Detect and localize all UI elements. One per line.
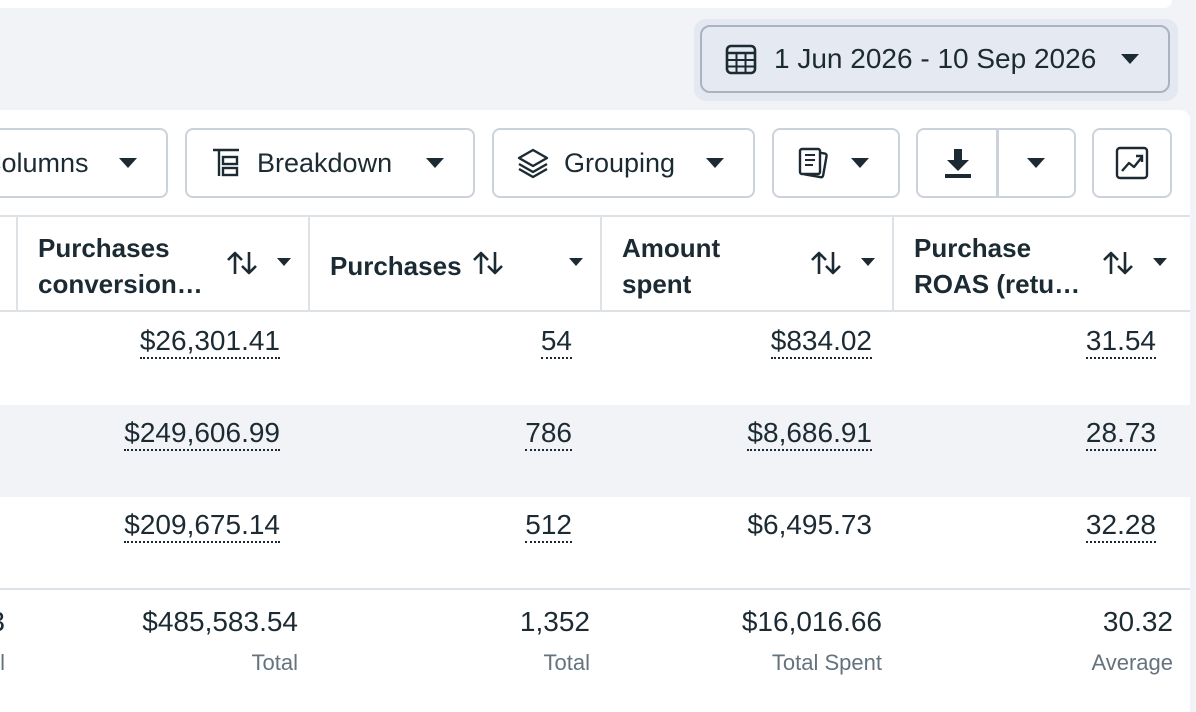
grouping-button[interactable]: Grouping: [492, 128, 755, 198]
chevron-down-icon: [705, 157, 725, 169]
chevron-down-icon: [118, 157, 138, 169]
total-conversion-label: Total: [251, 650, 298, 675]
total-partial-label: l: [0, 650, 5, 675]
header-line: Purchases: [38, 233, 170, 263]
header-purchases[interactable]: Purchases: [330, 248, 462, 284]
chevron-down-icon[interactable]: [1152, 257, 1168, 267]
cell-amount-spent: $6,495.73: [747, 509, 872, 540]
sort-icon[interactable]: [1102, 250, 1134, 276]
chart-button[interactable]: [1092, 128, 1172, 198]
cell-conversion[interactable]: $209,675.14: [124, 509, 280, 543]
chart-icon: [1115, 146, 1149, 180]
column-divider: [16, 215, 18, 312]
cell-roas[interactable]: 31.54: [1085, 325, 1156, 359]
header-purchases-conversion[interactable]: Purchases conversion…: [38, 230, 203, 302]
chevron-down-icon: [425, 157, 445, 169]
total-roas: 30.32: [1102, 606, 1173, 637]
total-conversion: $485,583.54: [142, 606, 298, 637]
column-divider: [892, 215, 894, 312]
sort-icon[interactable]: [810, 250, 842, 276]
grouping-label: Grouping: [564, 147, 676, 178]
export-split-button[interactable]: [916, 128, 1076, 198]
sort-icon[interactable]: [472, 250, 504, 276]
chevron-down-icon[interactable]: [860, 257, 876, 267]
chevron-down-icon: [1120, 53, 1140, 65]
breakdown-label: Breakdown: [257, 147, 393, 178]
totals-divider: [0, 588, 1190, 590]
layers-icon: [516, 147, 550, 179]
cell-roas[interactable]: 28.73: [1085, 417, 1156, 451]
table-row[interactable]: $249,606.99 786 $8,686.91 28.73: [0, 405, 1190, 497]
total-purchases-label: Total: [543, 650, 590, 675]
header-line: spent: [622, 269, 692, 299]
download-icon[interactable]: [942, 147, 974, 179]
table-header: [0, 215, 1190, 312]
header-amount-spent[interactable]: Amount spent: [622, 230, 720, 302]
breakdown-icon: [211, 147, 241, 179]
columns-button[interactable]: Columns: [0, 128, 168, 198]
chevron-down-icon[interactable]: [1026, 157, 1046, 169]
cell-purchases[interactable]: 512: [525, 509, 572, 543]
total-partial-value: 3: [0, 606, 5, 638]
reports-icon: [796, 146, 830, 180]
column-divider: [600, 215, 602, 312]
calendar-icon: [724, 42, 758, 76]
table-row[interactable]: $26,301.41 54 $834.02 31.54: [0, 313, 1190, 405]
chevron-down-icon[interactable]: [276, 257, 292, 267]
total-purchases: 1,352: [519, 606, 590, 637]
cell-roas[interactable]: 32.28: [1085, 509, 1156, 543]
total-amount-spent-label: Total Spent: [771, 650, 882, 675]
chevron-down-icon: [850, 157, 870, 169]
table-row[interactable]: $209,675.14 512 $6,495.73 32.28: [0, 497, 1190, 589]
split-divider: [996, 130, 999, 196]
reports-button[interactable]: [772, 128, 900, 198]
column-divider: [308, 215, 310, 312]
header-line: conversion…: [38, 269, 203, 299]
header-line: ROAS (retu…: [914, 269, 1081, 299]
cell-amount-spent[interactable]: $834.02: [770, 325, 872, 359]
columns-label: Columns: [0, 147, 89, 178]
cell-conversion[interactable]: $249,606.99: [124, 417, 280, 451]
date-range-label: 1 Jun 2026 - 10 Sep 2026: [774, 43, 1097, 74]
cell-amount-spent[interactable]: $8,686.91: [747, 417, 872, 451]
top-bar: [0, 0, 1172, 8]
total-amount-spent: $16,016.66: [741, 606, 882, 637]
total-roas-label: Average: [1091, 650, 1173, 675]
sort-icon[interactable]: [226, 250, 258, 276]
date-range-button[interactable]: 1 Jun 2026 - 10 Sep 2026: [700, 25, 1170, 93]
header-line: Purchases: [330, 251, 462, 281]
breakdown-button[interactable]: Breakdown: [185, 128, 475, 198]
header-line: Amount: [622, 233, 721, 263]
chevron-down-icon[interactable]: [568, 257, 584, 267]
header-purchase-roas[interactable]: Purchase ROAS (retu…: [914, 230, 1080, 302]
header-line: Purchase: [914, 233, 1032, 263]
cell-purchases[interactable]: 54: [540, 325, 572, 359]
cell-conversion[interactable]: $26,301.41: [139, 325, 280, 359]
cell-purchases[interactable]: 786: [525, 417, 572, 451]
